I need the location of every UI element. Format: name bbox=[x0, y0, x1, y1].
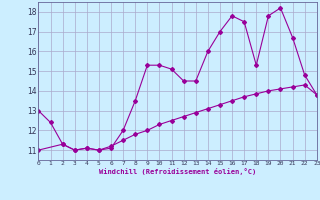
X-axis label: Windchill (Refroidissement éolien,°C): Windchill (Refroidissement éolien,°C) bbox=[99, 168, 256, 175]
